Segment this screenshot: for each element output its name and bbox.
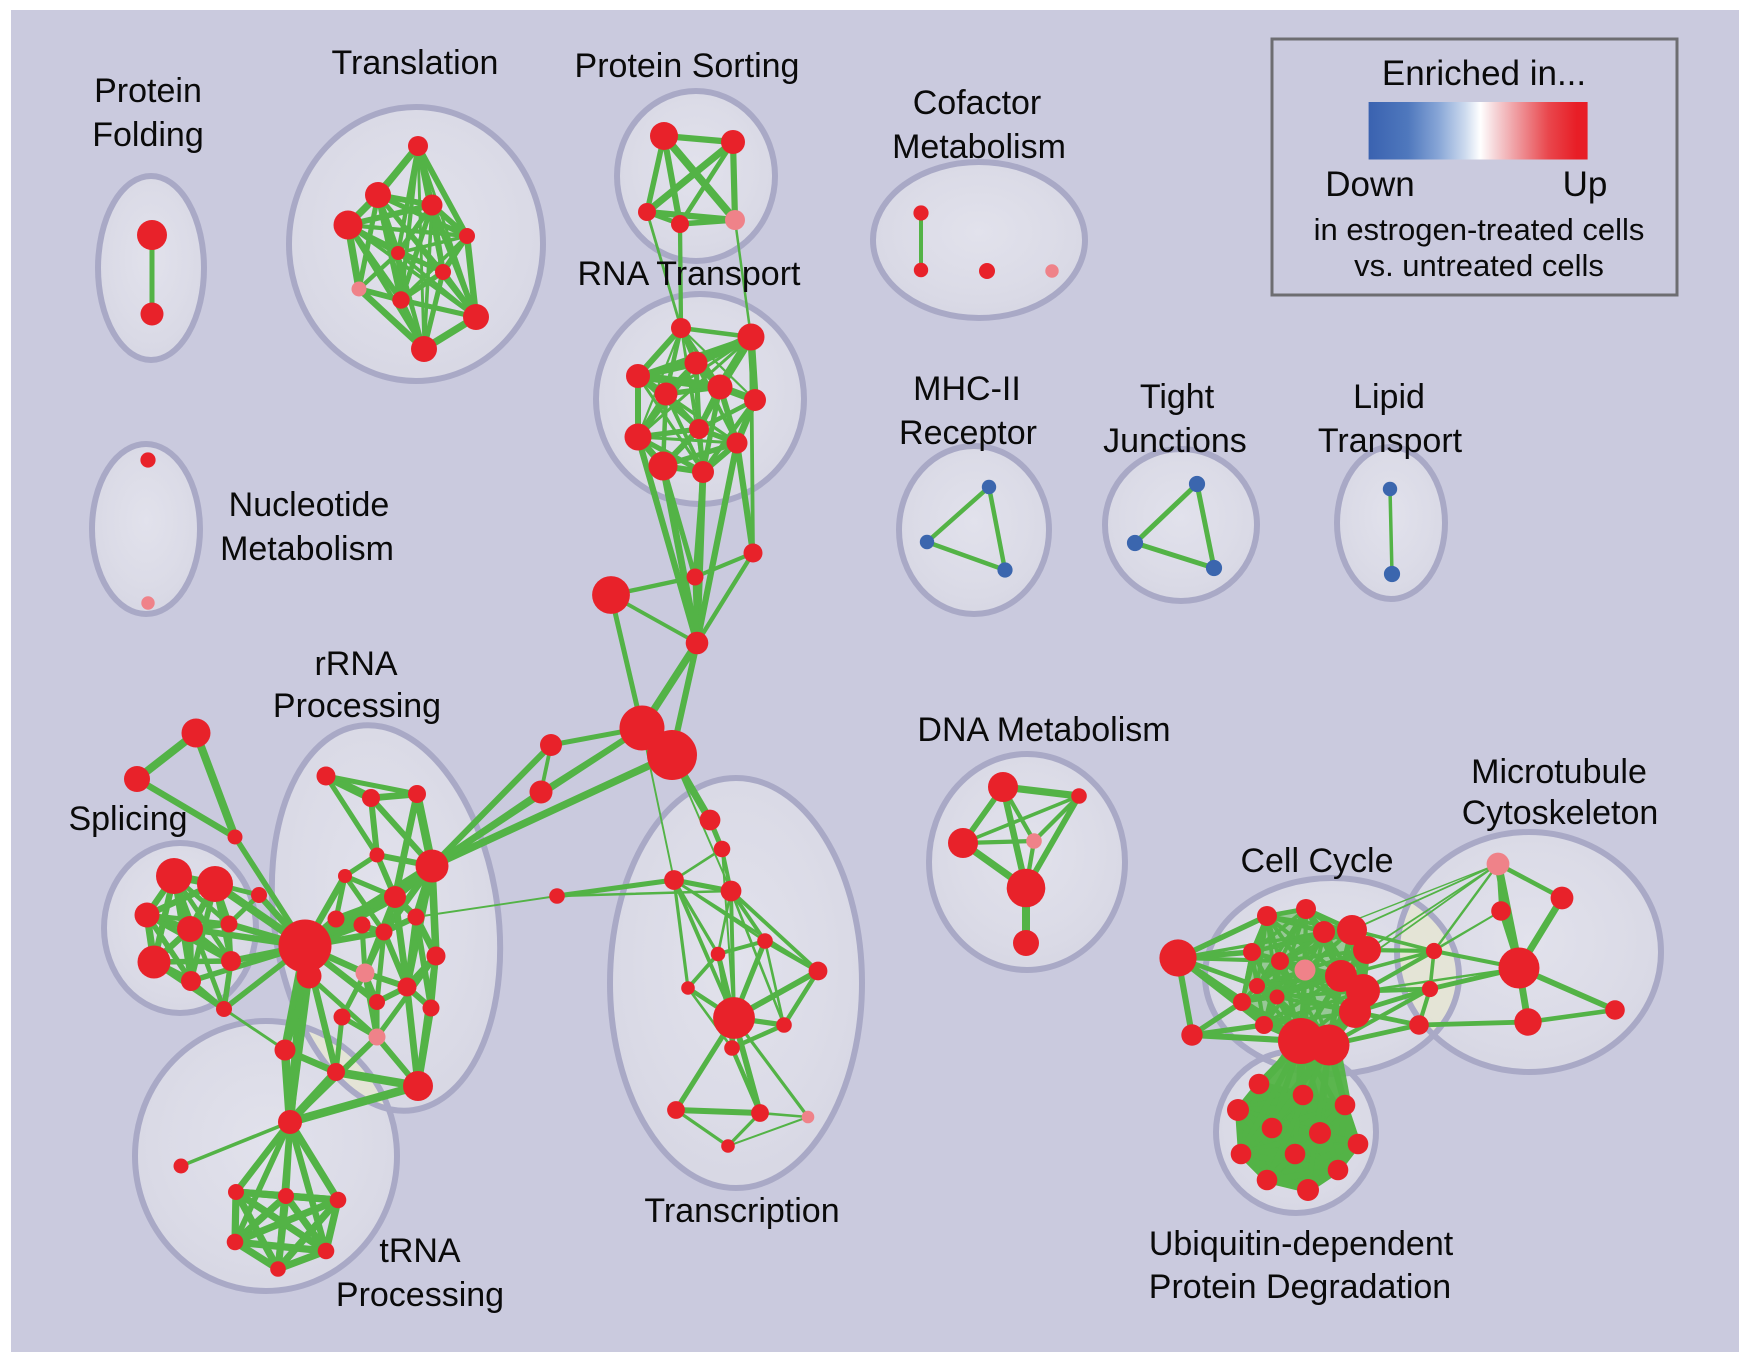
svg-text:Up: Up bbox=[1563, 165, 1608, 204]
svg-text:Receptor: Receptor bbox=[899, 414, 1037, 452]
svg-text:Tight: Tight bbox=[1140, 378, 1215, 416]
svg-text:Protein Degradation: Protein Degradation bbox=[1149, 1268, 1451, 1306]
svg-text:Ubiquitin-dependent: Ubiquitin-dependent bbox=[1149, 1225, 1454, 1263]
svg-text:Down: Down bbox=[1325, 165, 1414, 204]
svg-text:Nucleotide: Nucleotide bbox=[229, 486, 390, 524]
svg-text:Enriched in...: Enriched in... bbox=[1382, 54, 1586, 93]
svg-text:Transcription: Transcription bbox=[644, 1192, 839, 1230]
svg-text:MHC-II: MHC-II bbox=[913, 370, 1021, 408]
svg-text:Metabolism: Metabolism bbox=[220, 530, 394, 568]
svg-text:DNA Metabolism: DNA Metabolism bbox=[917, 711, 1170, 749]
svg-text:Microtubule: Microtubule bbox=[1471, 753, 1647, 791]
svg-text:Protein Sorting: Protein Sorting bbox=[575, 47, 800, 85]
svg-text:Protein: Protein bbox=[94, 72, 202, 110]
svg-text:Translation: Translation bbox=[332, 44, 499, 82]
svg-text:Folding: Folding bbox=[92, 116, 204, 154]
svg-text:Processing: Processing bbox=[336, 1276, 504, 1314]
svg-text:Cofactor: Cofactor bbox=[913, 84, 1042, 122]
svg-text:Cytoskeleton: Cytoskeleton bbox=[1462, 794, 1659, 832]
svg-text:RNA Transport: RNA Transport bbox=[578, 255, 802, 293]
svg-text:Splicing: Splicing bbox=[68, 800, 187, 838]
svg-text:Cell Cycle: Cell Cycle bbox=[1240, 842, 1393, 880]
svg-text:Transport: Transport bbox=[1318, 422, 1463, 460]
svg-text:tRNA: tRNA bbox=[379, 1232, 461, 1270]
svg-text:in estrogen-treated cells: in estrogen-treated cells bbox=[1314, 212, 1645, 247]
svg-text:Processing: Processing bbox=[273, 687, 441, 725]
svg-text:Junctions: Junctions bbox=[1103, 422, 1247, 460]
svg-text:rRNA: rRNA bbox=[314, 645, 397, 683]
svg-text:Metabolism: Metabolism bbox=[892, 128, 1066, 166]
svg-text:vs. untreated cells: vs. untreated cells bbox=[1354, 248, 1604, 283]
svg-text:Lipid: Lipid bbox=[1353, 378, 1425, 416]
